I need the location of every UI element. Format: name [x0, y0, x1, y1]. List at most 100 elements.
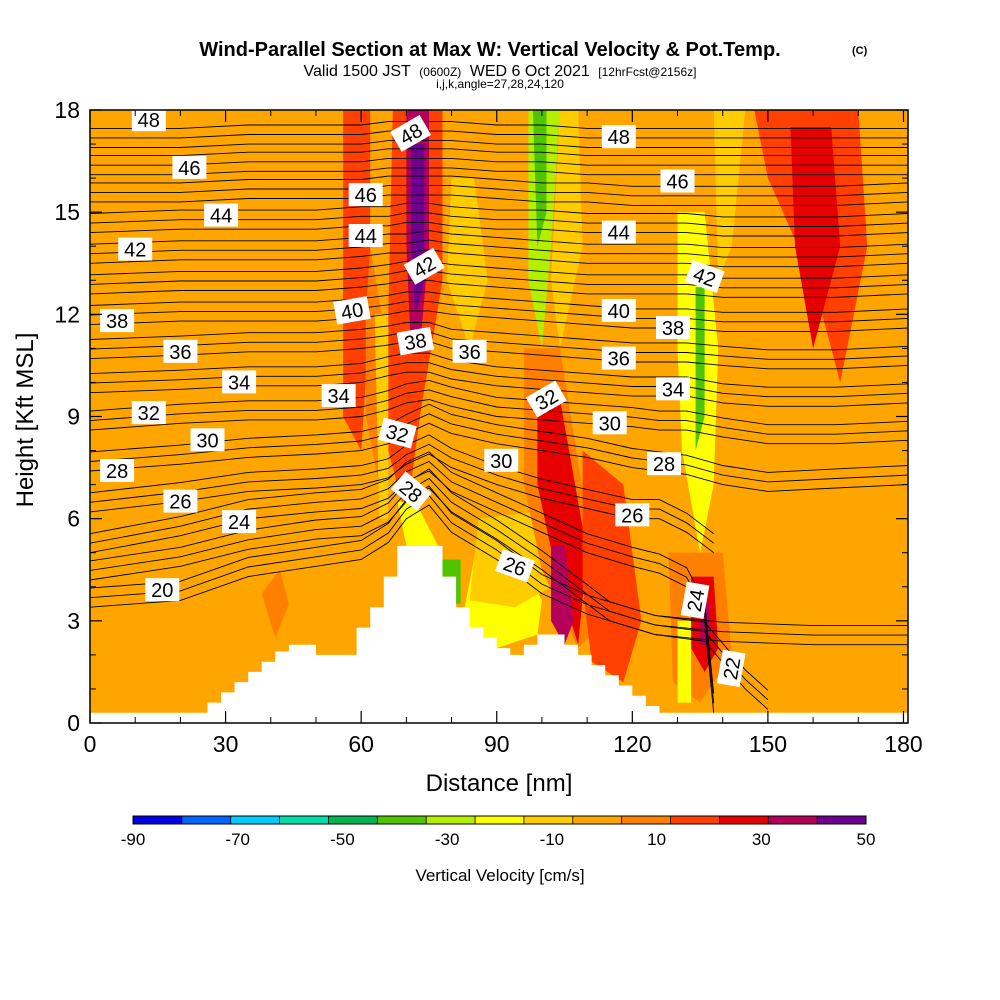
contour-label-text: 46 — [355, 185, 377, 207]
contour-label-text: 48 — [138, 110, 160, 132]
contour-label-5: 36 — [163, 339, 198, 364]
subtitle-date: WED 6 Oct 2021 — [470, 63, 590, 80]
theta-contour-32-minor-2 — [90, 352, 908, 388]
contour-label-text: 34 — [228, 372, 250, 394]
contour-label-15: 44 — [348, 224, 383, 248]
contour-label-2: 44 — [204, 203, 239, 228]
contour-label-10: 26 — [163, 489, 198, 514]
contour-label-text: 38 — [662, 318, 684, 340]
y-tick-label: 18 — [54, 97, 80, 123]
theta-contour-36-minor-1 — [90, 300, 908, 323]
contour-label-3: 42 — [118, 237, 153, 262]
theta-contour-48-minor-2 — [90, 121, 908, 129]
contour-label-text: 22 — [720, 656, 746, 682]
contour-label-4: 38 — [100, 309, 135, 333]
contour-label-text: 24 — [684, 588, 710, 614]
contour-label-14: 46 — [348, 183, 383, 207]
contour-label-28: 44 — [601, 220, 636, 245]
contour-label-9: 28 — [100, 459, 135, 483]
terrain — [90, 545, 908, 723]
colorbar-tick-label: -30 — [435, 830, 460, 849]
theta-contour-48-minor-1 — [90, 130, 908, 139]
theta-contour-34 — [90, 341, 908, 370]
w-region-2 — [261, 569, 289, 638]
contour-label-text: 34 — [327, 386, 349, 408]
contour-label-text: 46 — [178, 158, 200, 180]
w-region-21 — [582, 450, 642, 683]
w-region-20 — [551, 545, 574, 645]
colorbar-tick-label: 30 — [752, 830, 771, 849]
colorbar: -90 -70 -50 -30 -10 10 30 50 — [121, 815, 875, 849]
colorbar-swatch — [719, 816, 769, 824]
theta-contour-44 — [90, 194, 908, 206]
plot-area: 48 46 44 42 38 36 34 32 30 28 26 24 20 48 46 44 42 40 38 36… — [90, 110, 908, 723]
contour-label-text: 38 — [403, 330, 429, 356]
colorbar-swatch — [328, 816, 378, 824]
contour-label-text: 26 — [621, 505, 643, 527]
contour-label-37: 24 — [680, 581, 710, 620]
w-region-28 — [677, 620, 692, 703]
theta-contour-32-minor-1 — [90, 362, 908, 398]
theta-contour-24 — [90, 470, 715, 713]
y-tick-label: 9 — [67, 404, 80, 430]
vertical-velocity-fill — [126, 110, 868, 706]
contour-label-text: 36 — [458, 342, 480, 364]
theta-contour-44-minor-1 — [90, 185, 908, 197]
contour-label-19: 36 — [452, 339, 487, 364]
colorbar-swatch — [377, 816, 427, 824]
theta-contour-40 — [90, 249, 908, 268]
colorbar-swatch — [475, 816, 525, 824]
contour-label-text: 40 — [608, 301, 630, 323]
colorbar-swatch — [670, 816, 720, 824]
contour-label-20: 34 — [321, 384, 356, 408]
colorbar-swatch — [230, 816, 281, 824]
contour-label-text: 32 — [138, 403, 160, 425]
contour-label-24: 26 — [495, 549, 535, 583]
contour-label-7: 32 — [131, 401, 166, 425]
colorbar-swatch — [572, 816, 623, 824]
contour-label-17: 40 — [333, 296, 371, 325]
x-tick-label: 150 — [749, 731, 787, 757]
w-region-9 — [374, 314, 389, 519]
x-tick-label: 60 — [348, 731, 374, 757]
y-tick-label: 0 — [67, 710, 80, 736]
subtitle-valid: Valid 1500 JST — [304, 63, 412, 80]
y-tick-label: 15 — [54, 199, 80, 225]
w-region-10 — [397, 501, 438, 546]
theta-contour-38-minor-2 — [90, 260, 908, 279]
contour-label-text: 24 — [228, 512, 250, 534]
w-region-17 — [551, 110, 583, 349]
theta-contour-22-minor-2 — [90, 468, 769, 691]
w-region-24 — [695, 287, 705, 451]
contour-label-text: 46 — [666, 172, 688, 194]
theta-contour-44-minor-2 — [90, 175, 908, 187]
contour-label-text: 44 — [608, 223, 630, 245]
colorbar-swatch — [768, 816, 818, 824]
contour-label-26: 48 — [601, 125, 636, 149]
subtitle-utc: (0600Z) — [419, 65, 461, 79]
colorbar-tick-label: -70 — [225, 830, 250, 849]
contour-label-text: 30 — [196, 430, 218, 452]
contour-label-text: 36 — [169, 342, 191, 364]
colorbar-swatch — [279, 816, 329, 824]
contour-label-36: 26 — [615, 503, 650, 527]
contour-label-1: 46 — [172, 155, 207, 180]
colorbar-title: Vertical Velocity [cm/s] — [415, 866, 584, 885]
theta-contour-42-minor-1 — [90, 212, 908, 227]
colorbar-tick-label: -10 — [540, 830, 565, 849]
contour-label-text: 28 — [106, 461, 128, 483]
contour-label-31: 38 — [656, 316, 690, 340]
theta-contour-24-minor-1 — [90, 460, 715, 704]
theta-contour-20-minor-1 — [90, 494, 908, 636]
contour-label-12: 20 — [145, 578, 180, 602]
contour-label-32: 36 — [601, 346, 636, 371]
contour-label-35: 28 — [647, 452, 681, 476]
theta-contour-40-minor-1 — [90, 239, 908, 258]
w-region-14 — [447, 178, 488, 349]
theta-contour-28-minor-2 — [90, 403, 908, 473]
theta-contour-46-minor-2 — [90, 148, 908, 157]
chart-title: Wind-Parallel Section at Max W: Vertical… — [199, 39, 780, 61]
theta-contour-32 — [90, 371, 908, 407]
x-tick-label: 180 — [884, 731, 922, 757]
